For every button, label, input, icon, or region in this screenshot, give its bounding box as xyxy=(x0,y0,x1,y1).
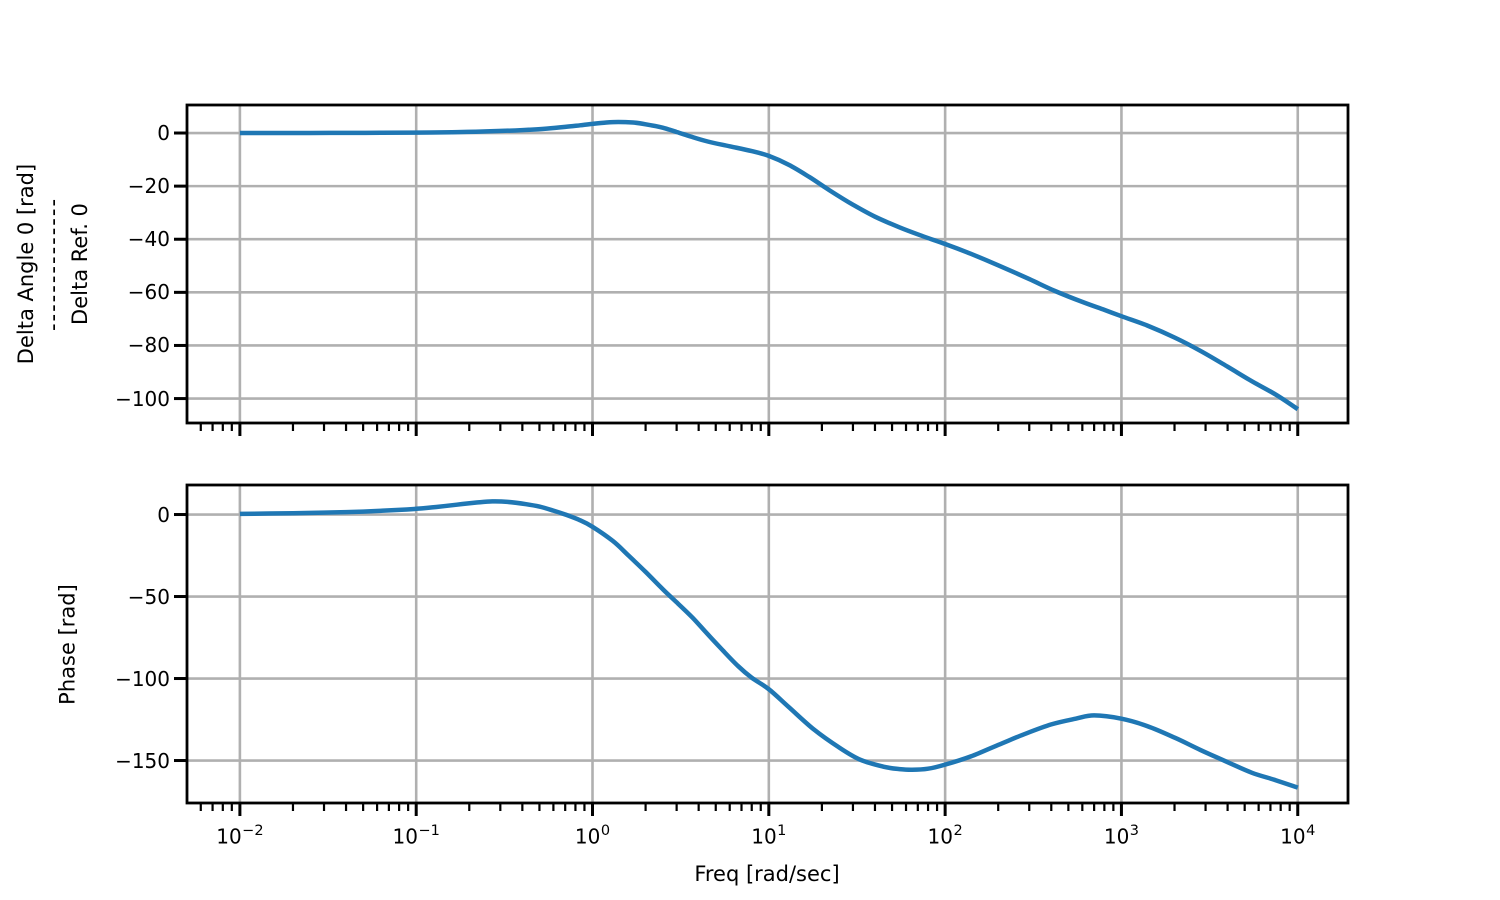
x-tick-base: 10 xyxy=(751,824,777,849)
y-tick-label: −100 xyxy=(115,386,170,411)
x-tick-exponent: 2 xyxy=(953,823,963,839)
y-tick-label: 0 xyxy=(157,502,170,527)
subplot-1-grid xyxy=(187,485,1348,803)
x-tick-exponent: 0 xyxy=(600,823,611,839)
x-tick-label: 103 xyxy=(1103,823,1140,849)
x-tick-label: 100 xyxy=(574,823,611,849)
x-tick-exponent: 4 xyxy=(1306,823,1316,839)
subplot-1-frame xyxy=(185,483,1350,805)
x-tick-label: 104 xyxy=(1280,823,1316,849)
x-tick-base: 10 xyxy=(927,824,953,849)
x-tick-base: 10 xyxy=(392,824,418,849)
x-axis-label: Freq [rad/sec] xyxy=(694,862,840,886)
x-tick-exponent: 1 xyxy=(777,823,787,839)
x-tick-label: 10−2 xyxy=(216,823,264,849)
subplot-0-grid xyxy=(187,105,1348,423)
y-tick-label: −150 xyxy=(115,748,170,773)
ylabel-numerator: Delta Angle 0 [rad] xyxy=(13,163,38,365)
subplot-0-ticks xyxy=(174,131,1300,436)
y-tick-label: −60 xyxy=(127,280,170,305)
ylabel-denominator: Delta Ref. 0 xyxy=(67,203,92,325)
x-tick-exponent: −1 xyxy=(418,823,440,839)
y-tick-label: −50 xyxy=(127,584,170,609)
subplot-1-ticks xyxy=(174,513,1300,816)
y-tick-label: 0 xyxy=(157,121,170,146)
x-tick-base: 10 xyxy=(1280,824,1306,849)
y-tick-label: −80 xyxy=(127,333,170,358)
y-tick-label: −40 xyxy=(127,227,170,252)
phase-response-curve xyxy=(239,499,1299,790)
subplot-0-frame xyxy=(185,103,1350,425)
ylabel-fraction-divider: -------------- xyxy=(40,196,65,332)
x-tick-base: 10 xyxy=(574,824,601,849)
y-tick-label: −100 xyxy=(115,666,170,691)
x-tick-base: 10 xyxy=(216,824,242,849)
x-tick-exponent: −2 xyxy=(242,823,264,839)
x-tick-label: 102 xyxy=(927,823,963,849)
x-tick-label: 101 xyxy=(751,823,787,849)
delta-angle-over-delta-ref-response-curve xyxy=(239,119,1300,412)
x-tick-label: 10−1 xyxy=(392,823,440,849)
x-tick-exponent: 3 xyxy=(1129,823,1140,839)
y-tick-label: −20 xyxy=(127,174,170,199)
x-tick-base: 10 xyxy=(1103,824,1130,849)
